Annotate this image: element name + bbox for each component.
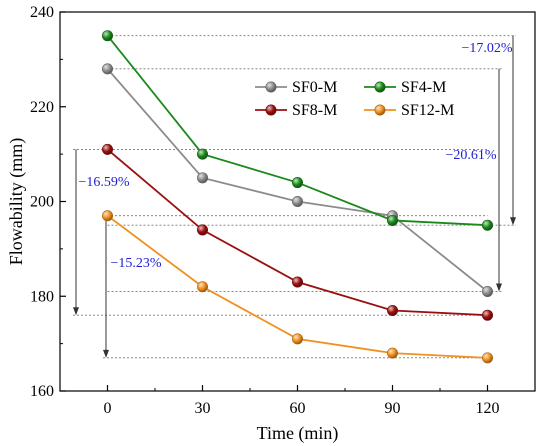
annotation-labels: −17.02% −20.61% −16.59% −15.23% bbox=[78, 41, 512, 271]
data-point bbox=[291, 196, 303, 208]
data-point bbox=[291, 276, 303, 288]
annotation-arrowhead bbox=[510, 217, 516, 226]
data-point bbox=[481, 219, 493, 231]
legend-marker bbox=[374, 81, 386, 93]
data-point bbox=[481, 352, 493, 364]
data-point bbox=[291, 177, 303, 189]
data-point bbox=[102, 143, 114, 155]
annotation-arrowhead bbox=[103, 349, 109, 358]
data-point bbox=[386, 304, 398, 316]
data-point bbox=[102, 63, 114, 75]
y-tick-label: 200 bbox=[30, 194, 54, 211]
data-point bbox=[197, 224, 209, 236]
y-axis-label: Flowability (mm) bbox=[6, 138, 27, 266]
y-tick-label: 160 bbox=[30, 383, 54, 400]
legend: SF0-M SF4-M SF8-M SF12-M bbox=[255, 79, 454, 119]
legend-label: SF12-M bbox=[401, 102, 454, 119]
annotation-percent-label: −15.23% bbox=[110, 256, 161, 271]
data-point bbox=[481, 309, 493, 321]
y-tick-label: 220 bbox=[30, 99, 54, 116]
annotation-percent-label: −20.61% bbox=[445, 148, 496, 163]
series-line bbox=[106, 148, 488, 317]
legend-label: SF8-M bbox=[292, 102, 337, 119]
legend-label: SF4-M bbox=[401, 79, 446, 96]
plot-series bbox=[102, 30, 493, 364]
annotation-arrowhead bbox=[496, 283, 502, 292]
data-point bbox=[481, 286, 493, 298]
annotation-percent-label: −16.59% bbox=[78, 175, 129, 190]
legend-marker bbox=[265, 81, 277, 93]
data-point bbox=[197, 172, 209, 184]
x-tick-label: 120 bbox=[476, 400, 500, 417]
data-point bbox=[102, 210, 114, 222]
data-point bbox=[386, 214, 398, 226]
x-tick-label: 0 bbox=[104, 400, 112, 417]
y-tick-label: 180 bbox=[30, 288, 54, 305]
annotation-lines bbox=[73, 35, 516, 359]
x-axis: 0 30 60 90 120 bbox=[104, 385, 500, 417]
x-axis-label: Time (min) bbox=[257, 423, 339, 444]
data-point bbox=[197, 148, 209, 160]
annotation-percent-label: −17.02% bbox=[461, 41, 512, 56]
annotation-arrowhead bbox=[73, 307, 79, 316]
legend-label: SF0-M bbox=[292, 79, 337, 96]
x-tick-label: 30 bbox=[195, 400, 211, 417]
x-tick-label: 60 bbox=[290, 400, 306, 417]
data-point bbox=[386, 347, 398, 359]
legend-marker bbox=[374, 104, 386, 116]
legend-marker bbox=[265, 104, 277, 116]
data-point bbox=[102, 30, 114, 42]
x-tick-label: 90 bbox=[385, 400, 401, 417]
data-point bbox=[197, 281, 209, 293]
data-point bbox=[291, 333, 303, 345]
y-tick-label: 240 bbox=[30, 4, 54, 21]
y-axis: 160 180 200 220 240 bbox=[30, 4, 66, 400]
